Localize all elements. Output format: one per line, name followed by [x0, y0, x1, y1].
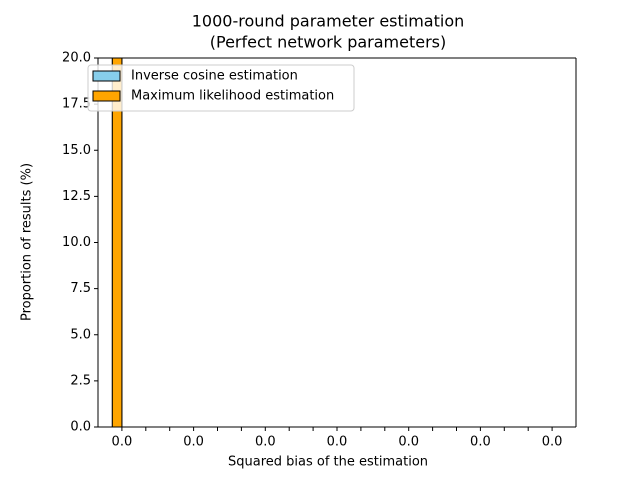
bar: [111, 58, 123, 427]
y-tick-label: 0.0: [70, 420, 91, 435]
legend-label: Inverse cosine estimation: [131, 69, 298, 84]
x-tick-label: 0.0: [112, 435, 133, 450]
plot-area: [111, 58, 123, 427]
legend-swatch: [92, 90, 121, 102]
legend-swatch: [92, 70, 121, 82]
y-tick-label: 17.5: [62, 97, 91, 112]
chart-title: 1000-round parameter estimation: [192, 12, 465, 31]
y-tick-label: 15.0: [62, 143, 91, 158]
y-tick-label: 2.5: [70, 373, 91, 388]
chart-subtitle: (Perfect network parameters): [210, 33, 446, 52]
x-tick-label: 0.0: [470, 435, 491, 450]
legend-box: [87, 64, 355, 112]
y-tick-label: 12.5: [62, 189, 91, 204]
x-tick-label: 0.0: [255, 435, 276, 450]
y-tick-label: 20.0: [62, 51, 91, 66]
x-tick-label: 0.0: [398, 435, 419, 450]
x-axis-label: Squared bias of the estimation: [228, 455, 428, 470]
y-tick-label: 10.0: [62, 235, 91, 250]
x-tick-label: 0.0: [183, 435, 204, 450]
y-tick-label: 7.5: [70, 281, 91, 296]
x-tick-label: 0.0: [327, 435, 348, 450]
y-tick-label: 5.0: [70, 327, 91, 342]
legend-label: Maximum likelihood estimation: [131, 89, 334, 104]
x-tick-label: 0.0: [542, 435, 563, 450]
y-axis-label: Proportion of results (%): [20, 163, 35, 321]
